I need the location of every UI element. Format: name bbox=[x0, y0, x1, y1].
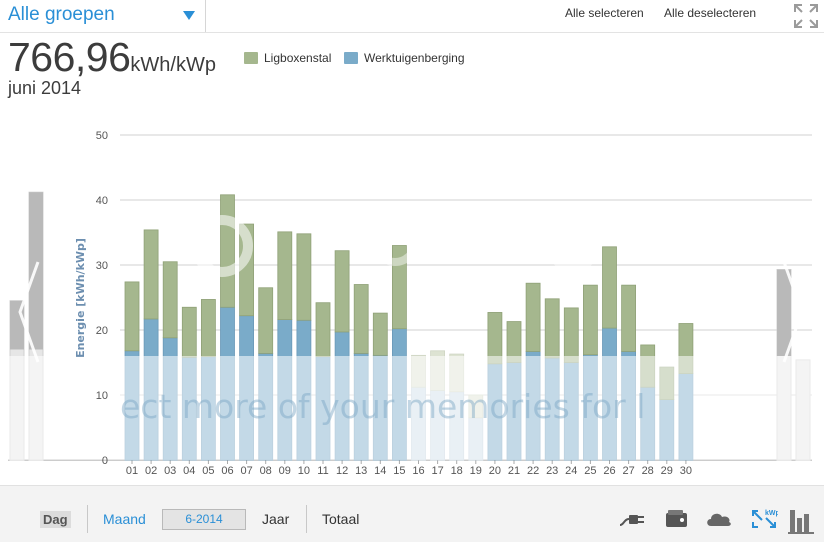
chevron-down-icon[interactable] bbox=[183, 11, 195, 20]
tab-total[interactable]: Totaal bbox=[322, 511, 360, 527]
bar-ligboxenstal bbox=[563, 307, 579, 363]
bar-ligboxenstal bbox=[372, 312, 388, 356]
total-value: 766,96kWh/kWp bbox=[8, 34, 216, 81]
x-tick-label: 29 bbox=[661, 465, 673, 477]
deselect-all-link[interactable]: Alle deselecteren bbox=[664, 6, 757, 20]
legend-swatch-ligboxenstal bbox=[244, 52, 258, 64]
y-tick-label: 20 bbox=[96, 325, 108, 337]
y-tick-label: 10 bbox=[96, 390, 108, 402]
legend-item-ligboxenstal[interactable]: Ligboxenstal bbox=[244, 51, 331, 65]
y-tick-label: 0 bbox=[102, 455, 108, 467]
x-tick-label: 18 bbox=[451, 465, 463, 477]
x-tick-label: 09 bbox=[279, 465, 291, 477]
svg-text:kWp: kWp bbox=[765, 510, 778, 517]
bar-ligboxenstal bbox=[334, 250, 350, 333]
x-tick-label: 26 bbox=[603, 465, 615, 477]
y-tick-label: 30 bbox=[96, 260, 108, 272]
divider bbox=[306, 505, 307, 533]
select-all-link[interactable]: Alle selecteren bbox=[565, 6, 644, 20]
legend-label-ligboxenstal: Ligboxenstal bbox=[264, 51, 332, 65]
legend-label-werktuigenberging: Werktuigenberging bbox=[364, 51, 465, 65]
divider bbox=[87, 505, 88, 533]
tab-month[interactable]: Maand bbox=[103, 511, 146, 527]
x-tick-label: 21 bbox=[508, 465, 520, 477]
period-label: juni 2014 bbox=[8, 78, 82, 98]
wallet-icon[interactable] bbox=[664, 508, 690, 530]
x-tick-label: 08 bbox=[260, 465, 272, 477]
legend-swatch-werktuigenberging bbox=[344, 52, 358, 64]
bar-ligboxenstal bbox=[391, 245, 407, 330]
x-tick-label: 23 bbox=[546, 465, 558, 477]
bar-ligboxenstal bbox=[315, 302, 331, 358]
expand-icon[interactable] bbox=[792, 2, 820, 30]
watermark-logo bbox=[191, 215, 253, 277]
tab-year[interactable]: Jaar bbox=[262, 511, 290, 527]
bar-ligboxenstal bbox=[258, 287, 274, 354]
total-value-number: 766,96 bbox=[8, 34, 131, 80]
bar-ligboxenstal bbox=[544, 298, 560, 359]
bottom-bar: Dag Maand 6-2014 Jaar Totaal kWp bbox=[0, 485, 824, 542]
group-select-label: Alle groepen bbox=[8, 4, 115, 25]
x-tick-label: 27 bbox=[622, 465, 634, 477]
bar-ligboxenstal bbox=[124, 281, 140, 352]
bar-ligboxenstal bbox=[602, 246, 617, 329]
month-input[interactable]: 6-2014 bbox=[162, 509, 246, 530]
x-tick-label: 07 bbox=[240, 465, 252, 477]
x-tick-label: 06 bbox=[221, 465, 233, 477]
tab-day[interactable]: Dag bbox=[40, 511, 71, 528]
co2-icon[interactable] bbox=[704, 508, 734, 530]
x-tick-label: 14 bbox=[374, 465, 386, 477]
watermark-logo bbox=[371, 218, 419, 266]
watermark-text: ect more of your memories for l bbox=[120, 387, 645, 426]
x-tick-label: 04 bbox=[183, 465, 195, 477]
x-tick-label: 19 bbox=[470, 465, 482, 477]
y-axis-title: Energie [kWh/kWp] bbox=[74, 238, 87, 358]
bar-ligboxenstal bbox=[220, 194, 235, 308]
bar-chart-icon[interactable] bbox=[788, 508, 814, 534]
bar-ligboxenstal bbox=[162, 261, 178, 339]
y-tick-label: 40 bbox=[96, 195, 108, 207]
bar-ligboxenstal bbox=[200, 299, 216, 358]
y-tick-label: 50 bbox=[96, 130, 108, 142]
bar-ligboxenstal bbox=[296, 233, 312, 321]
x-tick-label: 24 bbox=[565, 465, 577, 477]
x-tick-label: 22 bbox=[527, 465, 539, 477]
next-month-bar-cap bbox=[777, 269, 791, 356]
x-tick-label: 25 bbox=[584, 465, 596, 477]
group-select[interactable]: Alle groepen bbox=[0, 0, 206, 32]
x-tick-label: 05 bbox=[202, 465, 214, 477]
x-tick-label: 11 bbox=[317, 465, 328, 477]
x-tick-label: 16 bbox=[412, 465, 424, 477]
bar-ligboxenstal bbox=[353, 284, 369, 354]
x-tick-label: 02 bbox=[145, 465, 157, 477]
x-tick-label: 10 bbox=[298, 465, 310, 477]
plug-icon[interactable] bbox=[618, 508, 648, 530]
x-tick-label: 15 bbox=[393, 465, 405, 477]
legend-item-werktuigenberging[interactable]: Werktuigenberging bbox=[344, 51, 465, 65]
top-bar: Alle groepen Alle selecteren Alle desele… bbox=[0, 0, 824, 33]
chevron-left-icon bbox=[18, 261, 40, 363]
bar-ligboxenstal bbox=[181, 306, 197, 358]
watermark-logo bbox=[545, 216, 601, 272]
x-tick-label: 13 bbox=[355, 465, 367, 477]
bar-ligboxenstal bbox=[583, 284, 598, 356]
bar-ligboxenstal bbox=[277, 231, 293, 321]
bar-ligboxenstal bbox=[143, 229, 159, 320]
wash-overlay bbox=[8, 356, 812, 460]
chevron-right-icon bbox=[782, 261, 804, 363]
x-tick-label: 12 bbox=[336, 465, 348, 477]
kwp-icon[interactable]: kWp bbox=[750, 508, 778, 530]
x-tick-label: 30 bbox=[680, 465, 692, 477]
x-tick-label: 28 bbox=[642, 465, 654, 477]
x-tick-label: 17 bbox=[431, 465, 443, 477]
bar-ligboxenstal bbox=[525, 282, 541, 352]
x-tick-label: 01 bbox=[126, 465, 138, 477]
total-value-unit: kWh/kWp bbox=[130, 54, 216, 76]
x-tick-label: 03 bbox=[164, 465, 176, 477]
bar-ligboxenstal bbox=[621, 284, 636, 352]
x-tick-label: 20 bbox=[489, 465, 501, 477]
energy-chart: ect more of your memories for l 01020304… bbox=[8, 130, 812, 477]
